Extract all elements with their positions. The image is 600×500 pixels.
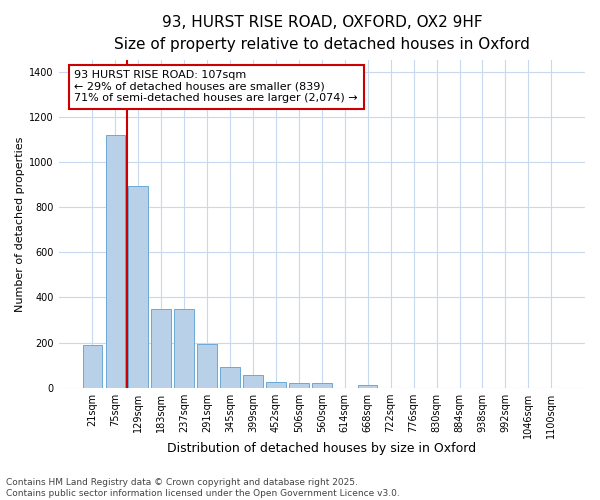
Bar xyxy=(312,383,332,388)
X-axis label: Distribution of detached houses by size in Oxford: Distribution of detached houses by size … xyxy=(167,442,476,455)
Title: 93, HURST RISE ROAD, OXFORD, OX2 9HF
Size of property relative to detached house: 93, HURST RISE ROAD, OXFORD, OX2 9HF Siz… xyxy=(114,15,530,52)
Bar xyxy=(197,344,217,388)
Bar xyxy=(83,345,102,388)
Bar xyxy=(151,308,171,388)
Bar xyxy=(175,308,194,388)
Text: 93 HURST RISE ROAD: 107sqm
← 29% of detached houses are smaller (839)
71% of sem: 93 HURST RISE ROAD: 107sqm ← 29% of deta… xyxy=(74,70,358,103)
Bar xyxy=(220,368,240,388)
Y-axis label: Number of detached properties: Number of detached properties xyxy=(15,136,25,312)
Bar xyxy=(243,376,263,388)
Text: Contains HM Land Registry data © Crown copyright and database right 2025.
Contai: Contains HM Land Registry data © Crown c… xyxy=(6,478,400,498)
Bar xyxy=(106,135,125,388)
Bar xyxy=(358,386,377,388)
Bar xyxy=(289,383,308,388)
Bar xyxy=(266,382,286,388)
Bar xyxy=(128,186,148,388)
